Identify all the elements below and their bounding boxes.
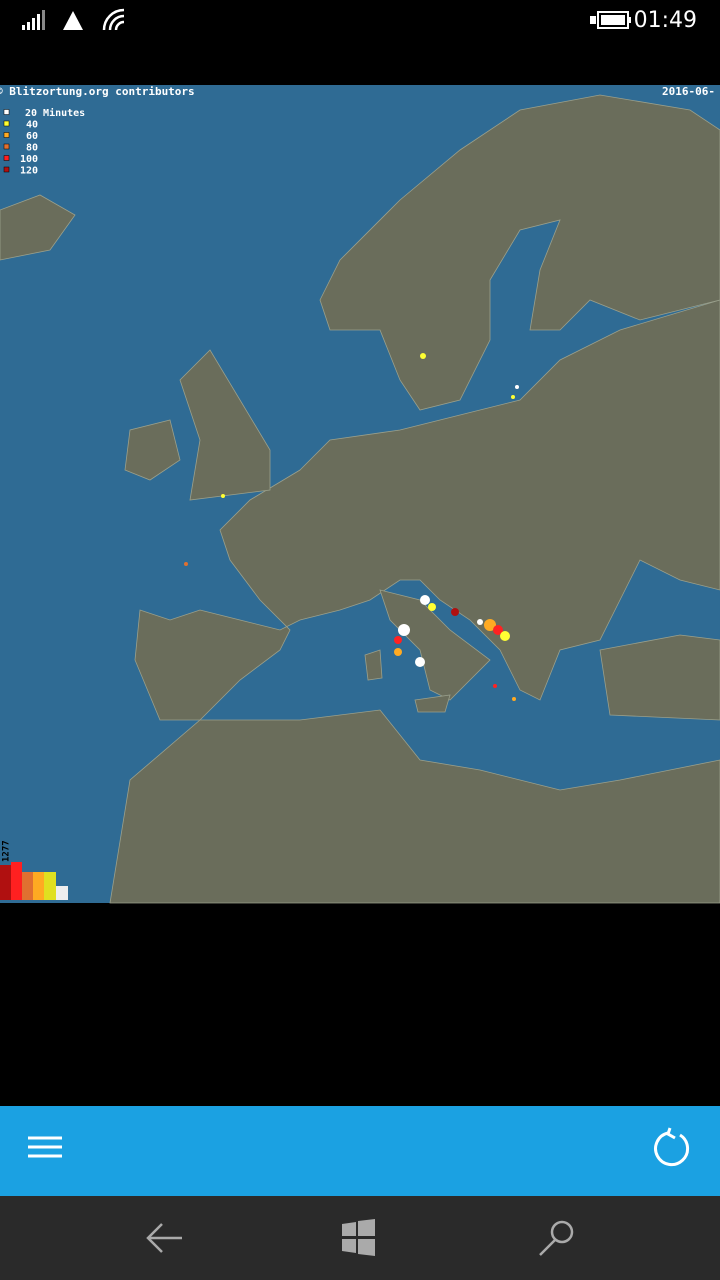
back-button[interactable] bbox=[146, 1223, 182, 1253]
lightning-strikes bbox=[184, 353, 519, 701]
map-credit: © Blitzortung.org contributors bbox=[0, 85, 195, 98]
legend-label: 20 Minutes bbox=[25, 107, 85, 119]
legend-label: 60 bbox=[26, 131, 38, 142]
network-icon bbox=[63, 11, 83, 30]
app-bar bbox=[0, 1106, 720, 1196]
legend-swatch bbox=[3, 166, 10, 173]
search-button[interactable] bbox=[539, 1220, 574, 1256]
legend-swatch bbox=[3, 120, 10, 127]
legend-swatch bbox=[3, 109, 10, 115]
signal-icon bbox=[22, 10, 45, 30]
legend-label: 80 bbox=[26, 143, 38, 154]
legend-label: 40 bbox=[26, 120, 38, 131]
legend-swatch bbox=[3, 155, 10, 161]
menu-button[interactable] bbox=[28, 1136, 62, 1158]
legend-label: 100 bbox=[20, 154, 38, 165]
strike-count: 1277 bbox=[2, 840, 12, 862]
wifi-icon bbox=[102, 8, 125, 31]
refresh-button[interactable] bbox=[654, 1127, 690, 1167]
status-bar: 01:49 bbox=[22, 8, 697, 33]
legend-label: 120 bbox=[20, 166, 38, 177]
strike-histogram: 1277 bbox=[0, 840, 68, 900]
legend-swatch bbox=[3, 132, 10, 138]
legend-swatch bbox=[3, 143, 10, 150]
map-date: 2016-06- bbox=[662, 85, 715, 98]
nav-bar bbox=[0, 1196, 720, 1280]
land bbox=[0, 94, 720, 904]
start-button[interactable] bbox=[342, 1219, 375, 1256]
clock: 01:49 bbox=[634, 8, 697, 33]
battery-icon bbox=[590, 11, 631, 29]
lightning-map: © Blitzortung.org contributors 2016-06- … bbox=[0, 85, 720, 904]
